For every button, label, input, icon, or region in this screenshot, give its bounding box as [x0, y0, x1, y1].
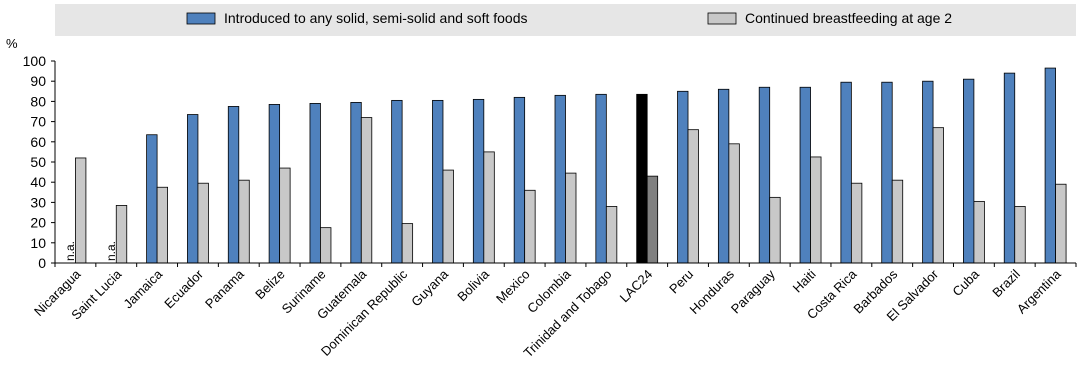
- bar-introduced-solid-foods: [636, 93, 648, 264]
- x-tick-label: Ecuador: [161, 266, 206, 311]
- bar-continued-breastfeeding: [850, 182, 863, 264]
- bar-introduced-solid-foods: [268, 104, 281, 264]
- bar-continued-breastfeeding: [810, 156, 822, 264]
- bar-continued-breastfeeding: [891, 179, 904, 264]
- bar-introduced-solid-foods: [595, 93, 607, 264]
- bar-introduced-solid-foods: [963, 78, 975, 264]
- bar-introduced-solid-foods: [1044, 67, 1056, 264]
- bar-introduced-solid-foods: [146, 134, 158, 264]
- legend-label-breastfeeding: Continued breastfeeding at age 2: [745, 10, 952, 26]
- bar-introduced-solid-foods: [432, 99, 444, 264]
- x-tick-label: Bolivia: [454, 266, 492, 304]
- y-tick-label: 30: [30, 194, 46, 210]
- bar-continued-breastfeeding: [687, 129, 699, 264]
- y-tick-label: 100: [23, 53, 47, 69]
- x-axis: [54, 262, 1077, 267]
- bar-continued-breastfeeding: [1055, 183, 1067, 264]
- y-tick-label: 50: [30, 154, 46, 170]
- legend: Introduced to any solid, semi-solid and …: [186, 10, 952, 26]
- bar-continued-breastfeeding: [401, 223, 414, 264]
- bar-continued-breastfeeding: [360, 117, 373, 264]
- x-tick-label: Brazil: [989, 266, 1023, 300]
- bar-introduced-solid-foods: [677, 90, 689, 264]
- x-tick-label: Peru: [666, 267, 696, 297]
- x-tick-label: Mexico: [493, 267, 533, 307]
- bar-continued-breastfeeding: [279, 167, 291, 264]
- x-tick-label: Haiti: [790, 266, 819, 295]
- x-tick-label: Jamaica: [120, 266, 165, 311]
- x-tick-label: Cuba: [949, 266, 982, 299]
- bar-continued-breastfeeding: [524, 189, 536, 264]
- bar-introduced-solid-foods: [350, 102, 362, 264]
- bar-continued-breastfeeding: [1014, 206, 1026, 264]
- bar-continued-breastfeeding: [728, 143, 740, 264]
- bar-introduced-solid-foods: [717, 88, 730, 264]
- legend-swatch-breastfeeding: [707, 12, 737, 25]
- x-tick-label: Paraguay: [728, 266, 778, 316]
- bar-introduced-solid-foods: [922, 80, 934, 264]
- y-tick-label: 80: [30, 93, 46, 109]
- bar-introduced-solid-foods: [391, 99, 403, 264]
- y-tick-label: 20: [30, 215, 46, 231]
- bar-continued-breastfeeding: [442, 169, 454, 264]
- bar-introduced-solid-foods: [881, 81, 893, 264]
- bar-introduced-solid-foods: [799, 86, 811, 264]
- y-tick-label: 40: [30, 174, 46, 190]
- y-tick-label: 10: [30, 235, 46, 251]
- bar-introduced-solid-foods: [472, 98, 485, 264]
- bar-continued-breastfeeding: [238, 179, 250, 264]
- bar-introduced-solid-foods: [554, 94, 566, 264]
- x-tick-label: Belize: [252, 267, 288, 303]
- x-tick-label: Honduras: [687, 266, 738, 317]
- bar-continued-breastfeeding: [973, 200, 985, 264]
- bar-introduced-solid-foods: [227, 106, 240, 264]
- y-axis: 0 10 20 30 40 50 60 70 80 90 100: [23, 53, 56, 271]
- y-tick-label: 90: [30, 73, 46, 89]
- y-tick-label: 70: [30, 114, 46, 130]
- x-tick-label: Panama: [202, 266, 247, 311]
- bars: n.a. n.a.: [63, 67, 1067, 264]
- legend-label-introduced: Introduced to any solid, semi-solid and …: [224, 10, 528, 26]
- bar-introduced-solid-foods: [187, 114, 199, 264]
- y-tick-label: 0: [38, 255, 46, 271]
- bar-continued-breastfeeding: [646, 175, 659, 264]
- na-annotation: n.a.: [104, 241, 118, 261]
- bar-introduced-solid-foods: [1003, 72, 1016, 264]
- bar-continued-breastfeeding: [320, 227, 332, 264]
- bar-continued-breastfeeding: [565, 172, 577, 264]
- bar-continued-breastfeeding: [483, 151, 495, 264]
- legend-swatch-introduced: [186, 12, 216, 25]
- x-tick-label: Guyana: [408, 266, 451, 309]
- bar-continued-breastfeeding: [932, 127, 944, 264]
- bar-continued-breastfeeding: [769, 196, 781, 264]
- legend-box: [55, 4, 1076, 36]
- bar-introduced-solid-foods: [840, 81, 852, 264]
- x-tick-label: Argentina: [1014, 266, 1065, 317]
- bar-introduced-solid-foods: [513, 96, 526, 264]
- y-axis-label: %: [6, 36, 18, 51]
- bar-continued-breastfeeding: [156, 186, 169, 264]
- bar-introduced-solid-foods: [758, 86, 771, 264]
- bar-introduced-solid-foods: [309, 103, 321, 264]
- na-annotation: n.a.: [63, 241, 77, 261]
- y-tick-label: 60: [30, 134, 46, 150]
- bar-continued-breastfeeding: [197, 182, 209, 264]
- bar-continued-breastfeeding: [605, 206, 618, 264]
- x-tick-label: LAC24: [617, 267, 656, 306]
